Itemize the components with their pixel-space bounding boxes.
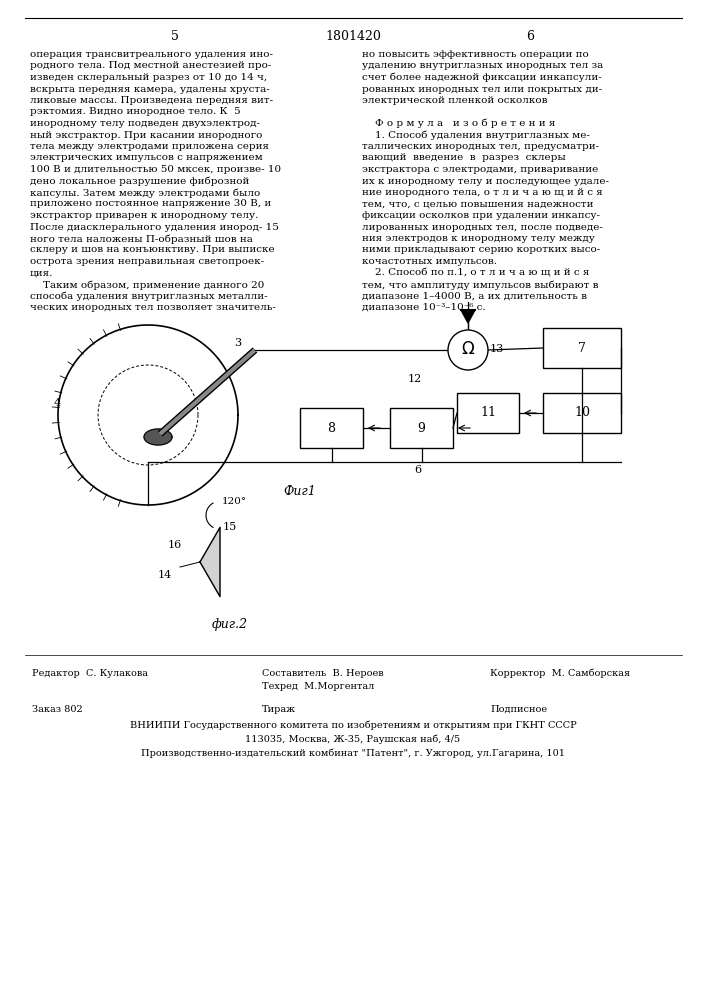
Text: приложено постоянное напряжение 30 В, и: приложено постоянное напряжение 30 В, и (30, 200, 271, 209)
Text: 1. Способ удаления внутриглазных ме-: 1. Способ удаления внутриглазных ме- (362, 130, 590, 140)
Text: тем, что, с целью повышения надежности: тем, что, с целью повышения надежности (362, 200, 593, 209)
Text: 13: 13 (490, 344, 504, 354)
Polygon shape (461, 310, 475, 323)
Text: ние инородного тела, о т л и ч а ю щ и й с я: ние инородного тела, о т л и ч а ю щ и й… (362, 188, 603, 197)
Text: вающий  введение  в  разрез  склеры: вающий введение в разрез склеры (362, 153, 566, 162)
Text: фиксации осколков при удалении инкапсу-: фиксации осколков при удалении инкапсу- (362, 211, 600, 220)
Text: 16: 16 (168, 540, 182, 550)
Text: 1801420: 1801420 (325, 30, 381, 43)
Text: Тираж: Тираж (262, 705, 296, 714)
Text: таллических инородных тел, предусматри-: таллических инородных тел, предусматри- (362, 142, 599, 151)
Text: 9: 9 (418, 422, 426, 434)
Bar (457, 393, 519, 433)
Text: 8: 8 (327, 422, 336, 434)
Text: тела между электродами приложена серия: тела между электродами приложена серия (30, 142, 269, 151)
Text: вскрыта передняя камера, удалены хруста-: вскрыта передняя камера, удалены хруста- (30, 85, 270, 94)
Text: 120°: 120° (222, 497, 247, 506)
Text: ного тела наложены П-образный шов на: ного тела наложены П-образный шов на (30, 234, 253, 243)
Text: родного тела. Под местной анестезией про-: родного тела. Под местной анестезией про… (30, 62, 271, 70)
Text: лированных инородных тел, после подведе-: лированных инородных тел, после подведе- (362, 223, 603, 232)
Text: диапазоне 10⁻³–10⁻⁶ с.: диапазоне 10⁻³–10⁻⁶ с. (362, 303, 486, 312)
Text: электрических импульсов с напряжением: электрических импульсов с напряжением (30, 153, 263, 162)
Text: ный экстрактор. При касании инородного: ный экстрактор. При касании инородного (30, 130, 262, 139)
Text: 7: 7 (578, 342, 586, 355)
Text: Ω: Ω (462, 340, 474, 358)
Text: экстрактора с электродами, приваривание: экстрактора с электродами, приваривание (362, 165, 598, 174)
Text: рованных инородных тел или покрытых ди-: рованных инородных тел или покрытых ди- (362, 85, 602, 94)
Text: операция трансвитреального удаления ино-: операция трансвитреального удаления ино- (30, 50, 273, 59)
Text: После диасклерального удаления инород- 15: После диасклерального удаления инород- 1… (30, 223, 279, 232)
Text: ликовые массы. Произведена передняя вит-: ликовые массы. Произведена передняя вит- (30, 96, 273, 105)
Text: дено локальное разрушение фиброзной: дено локальное разрушение фиброзной (30, 176, 250, 186)
Text: острота зрения неправильная светопроек-: острота зрения неправильная светопроек- (30, 257, 264, 266)
Text: 10: 10 (574, 406, 590, 420)
Bar (543, 393, 621, 433)
Text: ними прикладывают серию коротких высо-: ними прикладывают серию коротких высо- (362, 245, 600, 254)
Text: Заказ 802: Заказ 802 (32, 705, 83, 714)
Text: 113035, Москва, Ж-35, Раушская наб, 4/5: 113035, Москва, Ж-35, Раушская наб, 4/5 (245, 734, 460, 744)
Text: но повысить эффективность операции по: но повысить эффективность операции по (362, 50, 589, 59)
Text: кочастотных импульсов.: кочастотных импульсов. (362, 257, 497, 266)
Polygon shape (200, 527, 220, 597)
Text: рэктомия. Видно инородное тело. К  5: рэктомия. Видно инородное тело. К 5 (30, 107, 240, 116)
Text: ческих инородных тел позволяет значитель-: ческих инородных тел позволяет значитель… (30, 303, 276, 312)
Text: 11: 11 (480, 406, 496, 420)
Text: ция.: ция. (30, 268, 53, 277)
Text: изведен склеральный разрез от 10 до 14 ч,: изведен склеральный разрез от 10 до 14 ч… (30, 73, 267, 82)
Text: склеру и шов на конъюнктиву. При выписке: склеру и шов на конъюнктиву. При выписке (30, 245, 274, 254)
Bar (300, 408, 363, 448)
Text: Фиг1: Фиг1 (284, 485, 316, 498)
Text: электрической пленкой осколков: электрической пленкой осколков (362, 96, 547, 105)
Polygon shape (144, 429, 172, 445)
Text: 3: 3 (235, 338, 242, 348)
Text: Ф о р м у л а   и з о б р е т е н и я: Ф о р м у л а и з о б р е т е н и я (362, 119, 556, 128)
Text: Составитель  В. Нероев: Составитель В. Нероев (262, 669, 384, 678)
Text: 4: 4 (54, 398, 61, 408)
Text: Редактор  С. Кулакова: Редактор С. Кулакова (32, 669, 148, 678)
Text: Техред  М.Моргентал: Техред М.Моргентал (262, 682, 374, 691)
Text: Корректор  М. Самборская: Корректор М. Самборская (490, 669, 630, 678)
Text: ния электродов к инородному телу между: ния электродов к инородному телу между (362, 234, 595, 243)
Text: 12: 12 (408, 374, 422, 384)
Text: их к инородному телу и последующее удале-: их к инородному телу и последующее удале… (362, 176, 609, 186)
Text: 6: 6 (414, 465, 421, 475)
Text: удалению внутриглазных инородных тел за: удалению внутриглазных инородных тел за (362, 62, 603, 70)
Text: 6: 6 (526, 30, 534, 43)
Text: 5: 5 (171, 30, 179, 43)
Text: Производственно-издательский комбинат "Патент", г. Ужгород, ул.Гагарина, 101: Производственно-издательский комбинат "П… (141, 748, 565, 758)
Text: Таким образом, применение данного 20: Таким образом, применение данного 20 (30, 280, 264, 290)
Text: 15: 15 (223, 522, 238, 532)
Text: Подписное: Подписное (490, 705, 547, 714)
Text: диапазоне 1–4000 В, а их длительность в: диапазоне 1–4000 В, а их длительность в (362, 292, 587, 300)
Text: экстрактор приварен к инородному телу.: экстрактор приварен к инородному телу. (30, 211, 258, 220)
Text: капсулы. Затем между электродами было: капсулы. Затем между электродами было (30, 188, 260, 198)
Text: счет более надежной фиксации инкапсули-: счет более надежной фиксации инкапсули- (362, 73, 602, 83)
Bar (543, 328, 621, 368)
Bar (390, 408, 453, 448)
Text: тем, что амплитуду импульсов выбирают в: тем, что амплитуду импульсов выбирают в (362, 280, 599, 290)
Text: 100 В и длительностью 50 мксек, произве- 10: 100 В и длительностью 50 мксек, произве-… (30, 165, 281, 174)
Circle shape (448, 330, 488, 370)
Text: способа удаления внутриглазных металли-: способа удаления внутриглазных металли- (30, 292, 268, 301)
Text: инородному телу подведен двухэлектрод-: инородному телу подведен двухэлектрод- (30, 119, 260, 128)
Text: фиг.2: фиг.2 (212, 618, 248, 631)
Text: 2. Способ по п.1, о т л и ч а ю щ и й с я: 2. Способ по п.1, о т л и ч а ю щ и й с … (362, 268, 590, 277)
Text: ВНИИПИ Государственного комитета по изобретениям и открытиям при ГКНТ СССР: ВНИИПИ Государственного комитета по изоб… (129, 720, 576, 730)
Text: 14: 14 (158, 570, 172, 580)
